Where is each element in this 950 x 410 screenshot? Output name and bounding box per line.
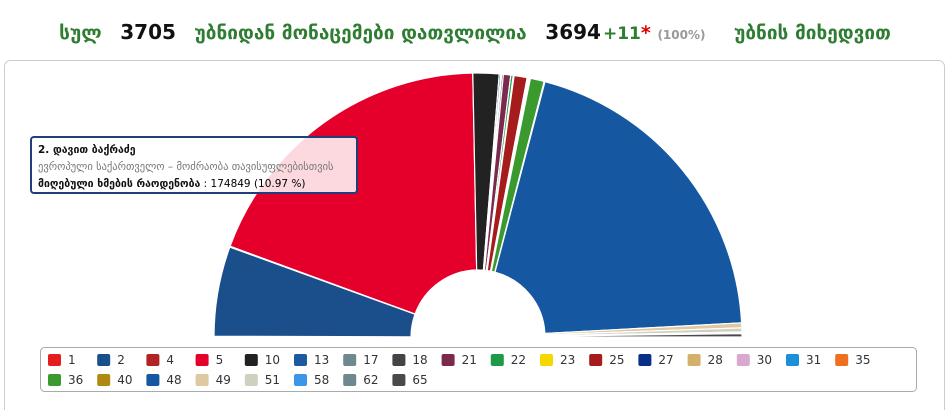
legend-label: 18 bbox=[412, 353, 427, 367]
legend-swatch bbox=[786, 354, 799, 366]
tooltip-value: : 174849 (10.97 %) bbox=[203, 178, 306, 190]
legend-label: 1 bbox=[68, 353, 76, 367]
legend-label: 58 bbox=[314, 373, 329, 387]
suffix: უბნის მიხედვით bbox=[734, 22, 891, 44]
legend-swatch bbox=[736, 354, 750, 366]
legend-swatch bbox=[343, 354, 357, 366]
legend-label: 10 bbox=[265, 353, 280, 367]
header: სულ 3705 უბნიდან მონაცემები დათვლილია 36… bbox=[0, 20, 950, 44]
legend-swatch bbox=[97, 354, 111, 366]
percent: (100%) bbox=[657, 28, 706, 42]
legend-label: 5 bbox=[216, 353, 224, 367]
total: 3705 bbox=[120, 20, 176, 44]
legend-swatch bbox=[48, 354, 61, 366]
legend-label: 36 bbox=[68, 373, 83, 387]
legend-label: 28 bbox=[708, 353, 723, 367]
legend-swatch bbox=[97, 374, 111, 386]
legend-swatch bbox=[195, 354, 209, 366]
legend-swatch bbox=[540, 354, 553, 366]
legend-label: 48 bbox=[166, 373, 181, 387]
legend-label: 21 bbox=[462, 353, 477, 367]
extra: +11 bbox=[602, 24, 641, 44]
legend-swatch bbox=[687, 354, 701, 366]
legend-swatch bbox=[392, 354, 406, 366]
legend-label: 30 bbox=[757, 353, 772, 367]
legend-swatch bbox=[195, 374, 209, 386]
legend-label: 65 bbox=[412, 373, 427, 387]
legend-label: 22 bbox=[511, 353, 526, 367]
legend-swatch bbox=[294, 374, 307, 386]
legend-label: 25 bbox=[609, 353, 624, 367]
legend-swatch bbox=[48, 374, 61, 386]
star: * bbox=[640, 22, 651, 44]
tooltip-label: მიღებული ხმების რაოდენობა bbox=[38, 178, 201, 190]
tooltip-title: 2. დავით ბაქრაძე bbox=[38, 144, 136, 156]
legend-label: 23 bbox=[560, 353, 575, 367]
slice bbox=[544, 333, 743, 338]
legend-swatch bbox=[343, 374, 357, 386]
legend-label: 62 bbox=[363, 373, 378, 387]
legend-swatch bbox=[294, 354, 307, 366]
legend-swatch bbox=[244, 374, 258, 386]
legend-label: 13 bbox=[314, 353, 329, 367]
slice bbox=[494, 80, 743, 335]
legend-swatch bbox=[589, 354, 603, 366]
legend-swatch bbox=[441, 354, 455, 366]
legend-swatch bbox=[244, 354, 258, 366]
legend-swatch bbox=[490, 354, 504, 366]
legend-label: 27 bbox=[658, 353, 673, 367]
legend-swatch bbox=[392, 374, 406, 386]
tooltip-party: ევროპული საქართველო – მოძრაობა თავისუფლე… bbox=[38, 161, 334, 173]
legend-swatch bbox=[146, 354, 160, 366]
counted-label: უბნიდან მონაცემები დათვლილია bbox=[194, 22, 527, 44]
counted: 3694 bbox=[545, 20, 601, 44]
legend-label: 51 bbox=[265, 373, 280, 387]
legend-label: 35 bbox=[855, 353, 870, 367]
tooltip: 2. დავით ბაქრაძე ევროპული საქართველო – მ… bbox=[30, 136, 358, 194]
legend-swatch bbox=[638, 354, 652, 366]
legend-label: 31 bbox=[806, 353, 821, 367]
legend-label: 49 bbox=[216, 373, 231, 387]
legend-label: 17 bbox=[363, 353, 378, 367]
legend-swatch bbox=[835, 354, 849, 366]
legend-label: 40 bbox=[117, 373, 132, 387]
legend-label: 4 bbox=[166, 353, 174, 367]
legend-label: 2 bbox=[117, 353, 125, 367]
total-label: სულ bbox=[59, 22, 102, 44]
legend-swatch bbox=[146, 374, 160, 386]
